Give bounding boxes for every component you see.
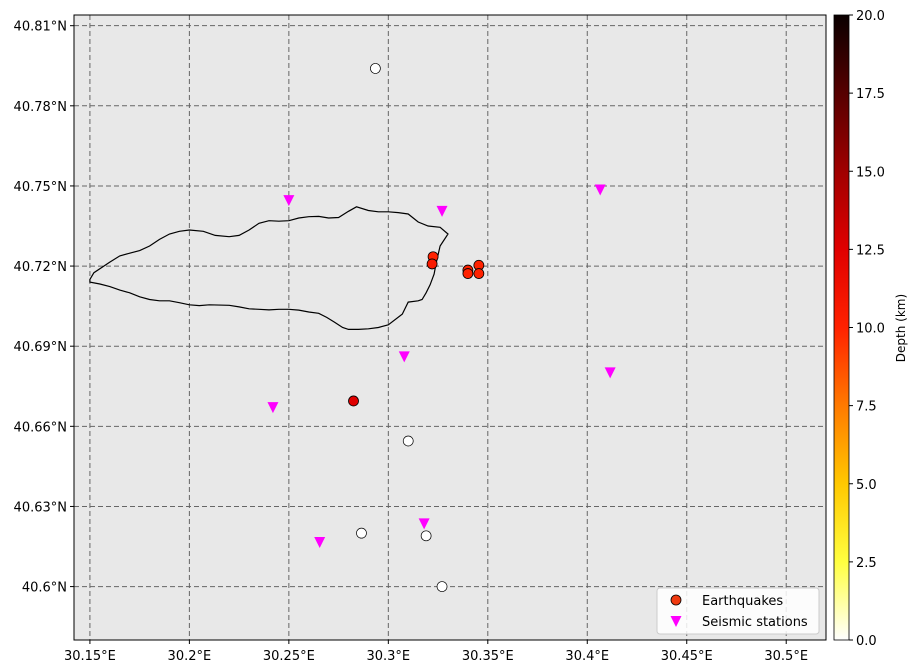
- lake-outline-layer: [89, 206, 449, 330]
- earthquake-marker: [473, 268, 485, 279]
- seismic-station-marker: [418, 518, 430, 530]
- legend-earthquake-label: Earthquakes: [702, 594, 783, 609]
- earthquake-marker: [462, 268, 474, 279]
- map-frame: [73, 14, 827, 641]
- legend: Earthquakes Seismic stations: [656, 587, 820, 635]
- map-plot-area: 30.15°E 30.2°E 30.25°E 30.3°E 30.35°E 30.4°E 3…: [14, 14, 827, 664]
- legend-station-marker: [670, 616, 682, 627]
- legend-box: [656, 587, 820, 635]
- x-tick-label: 30.35°E: [462, 649, 514, 664]
- event-marker-white: [420, 530, 432, 542]
- event-marker-white: [370, 63, 381, 74]
- seismic-station-marker: [283, 195, 295, 207]
- colorbar-tick-label: 15.0: [856, 165, 885, 180]
- y-tick-label: 40.81°N: [14, 20, 67, 35]
- event-marker-white: [436, 581, 448, 592]
- y-tick-label: 40.66°N: [14, 420, 67, 435]
- seismic-station-marker: [604, 367, 616, 379]
- lake-outline: [89, 206, 449, 330]
- colorbar-tick-label: 10.0: [856, 322, 885, 337]
- y-tick-label: 40.69°N: [14, 340, 67, 355]
- earthquake-marker: [426, 258, 438, 270]
- gridlines: [74, 15, 826, 640]
- x-axis-ticks: 30.15°E 30.2°E 30.25°E 30.3°E 30.35°E 30.4°E 3…: [64, 640, 808, 664]
- y-tick-label: 40.78°N: [14, 100, 67, 115]
- colorbar-tick-label: 5.0: [856, 478, 877, 493]
- colorbar-tick-label: 0.0: [856, 634, 877, 649]
- y-tick-label: 40.63°N: [14, 500, 67, 515]
- colorbar-tick-label: 2.5: [856, 556, 877, 571]
- x-tick-label: 30.45°E: [661, 649, 713, 664]
- y-tick-label: 40.72°N: [14, 260, 67, 275]
- event-marker-white: [356, 527, 367, 539]
- x-tick-label: 30.5°E: [764, 649, 808, 664]
- y-tick-label: 40.6°N: [22, 581, 67, 596]
- seismic-station-marker: [436, 205, 448, 217]
- legend-station-label: Seismic stations: [702, 615, 808, 630]
- seismic-station-marker: [267, 402, 279, 414]
- event-marker-white: [402, 435, 414, 447]
- colorbar-label: Depth (km): [894, 294, 908, 362]
- x-tick-label: 30.4°E: [565, 649, 609, 664]
- x-tick-label: 30.2°E: [168, 649, 212, 664]
- markers-layer: [267, 63, 616, 592]
- colorbar-tick-label: 12.5: [856, 243, 885, 258]
- colorbar-tick-label: 17.5: [856, 87, 885, 102]
- map-background: [74, 15, 826, 640]
- seismic-station-marker: [314, 537, 326, 549]
- seismic-station-marker: [398, 351, 410, 363]
- x-tick-label: 30.15°E: [64, 649, 116, 664]
- legend-earthquake-marker: [670, 594, 682, 606]
- colorbar-tick-label: 20.0: [856, 9, 885, 24]
- earthquake-marker: [348, 395, 359, 407]
- seismic-station-marker: [594, 184, 606, 196]
- x-tick-label: 30.25°E: [263, 649, 315, 664]
- colorbar: 0.0 2.5 5.0 7.5 10.0 12.5 15.0 17.5 20.0 Depth (…: [833, 9, 908, 649]
- y-tick-label: 40.75°N: [14, 180, 67, 195]
- colorbar-tick-label: 7.5: [856, 400, 877, 415]
- y-axis-ticks: 40.6°N 40.63°N 40.66°N 40.69°N 40.72°N 40.75°…: [14, 20, 74, 596]
- colorbar-ticks: 0.0 2.5 5.0 7.5 10.0 12.5 15.0 17.5 20.0: [849, 9, 885, 649]
- colorbar-gradient: [833, 14, 850, 641]
- x-tick-label: 30.3°E: [366, 649, 410, 664]
